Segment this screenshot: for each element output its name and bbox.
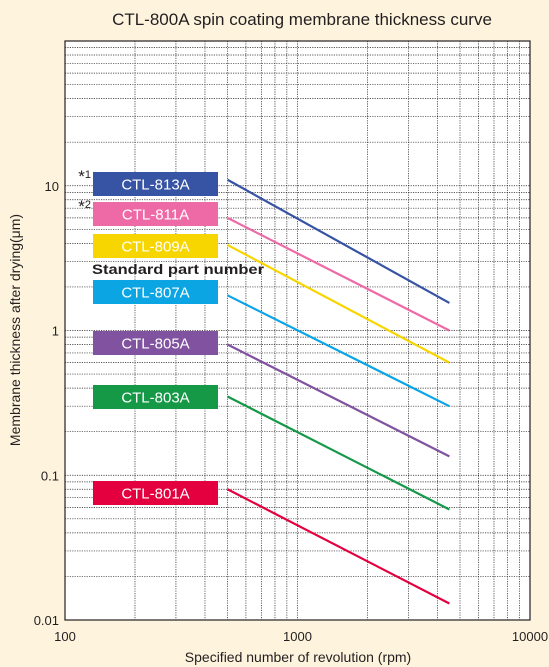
y-axis-title: Membrane thickness after drying(μm) [7,214,23,446]
series-label-text: CTL-811A [122,207,189,224]
series-label-badge [93,385,218,409]
y-tick-label: 0.1 [41,468,59,483]
series-label-text: CTL-809A [121,239,189,256]
series-line-ctl-813a [226,178,450,304]
series-line-ctl-801a [227,488,450,605]
y-tick-label: 0.01 [34,613,59,628]
series-label-text: CTL-807A [121,285,189,302]
y-tick-label: 10 [45,179,59,194]
series-line-ctl-805a [227,343,450,458]
series-label-badge [93,280,218,304]
series-label-text: CTL-805A [121,336,189,353]
series-note-mark: *1 [78,167,91,186]
series-label-badge [93,202,218,226]
series-line-ctl-809a [226,243,450,364]
series-label-badge [93,172,218,196]
x-tick-label: 1000 [283,629,312,644]
series-line-ctl-803a [227,395,450,511]
series-line-ctl-811a [227,216,450,332]
series-label-text: CTL-803A [121,390,189,407]
series-label-badge [93,234,218,258]
series-label-badge [93,331,218,355]
annotation-standard-part-number: Standard part number [92,261,265,277]
chart-title: CTL-800A spin coating membrane thickness… [112,10,492,29]
series-line-ctl-807a [227,294,450,408]
x-axis-title: Specified number of revolution (rpm) [185,649,411,665]
series-label-text: CTL-801A [121,486,189,503]
series-label-text: CTL-813A [121,177,189,194]
x-tick-label: 100 [54,629,76,644]
y-tick-label: 1 [52,324,59,339]
series-note-mark: *2 [78,197,91,216]
x-tick-label: 10000 [512,629,548,644]
series-label-badge [93,481,218,505]
plot-frame [64,40,531,621]
